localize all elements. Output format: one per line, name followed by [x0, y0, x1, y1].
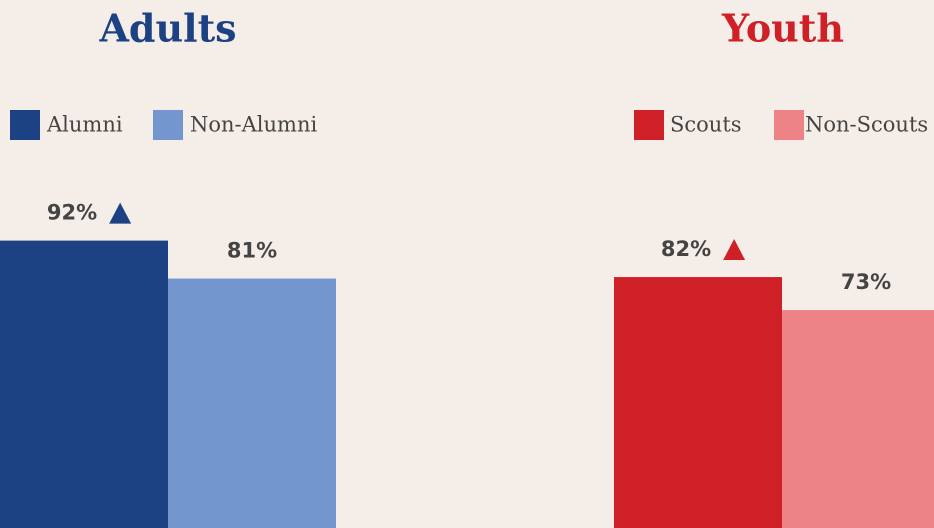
chart-title: Adults — [98, 6, 236, 51]
value-label: 73% — [841, 270, 891, 294]
value-label: 81% — [227, 239, 277, 263]
chart-title: Youth — [721, 6, 844, 51]
legend-label: Non-Scouts — [805, 113, 928, 137]
legend-swatch — [774, 110, 804, 140]
bar — [168, 278, 336, 528]
significance-marker — [723, 239, 746, 261]
bar — [782, 310, 934, 528]
legend-label: Alumni — [46, 113, 123, 137]
legend-label: Scouts — [670, 113, 742, 137]
legend-swatch — [634, 110, 664, 140]
bar — [0, 240, 168, 528]
legend-swatch — [153, 110, 183, 140]
value-label: 82% — [661, 237, 711, 261]
legend-label: Non-Alumni — [190, 113, 317, 137]
legend-swatch — [10, 110, 40, 140]
significance-marker — [109, 202, 132, 224]
value-label: 92% — [47, 201, 97, 225]
bar — [614, 277, 782, 528]
